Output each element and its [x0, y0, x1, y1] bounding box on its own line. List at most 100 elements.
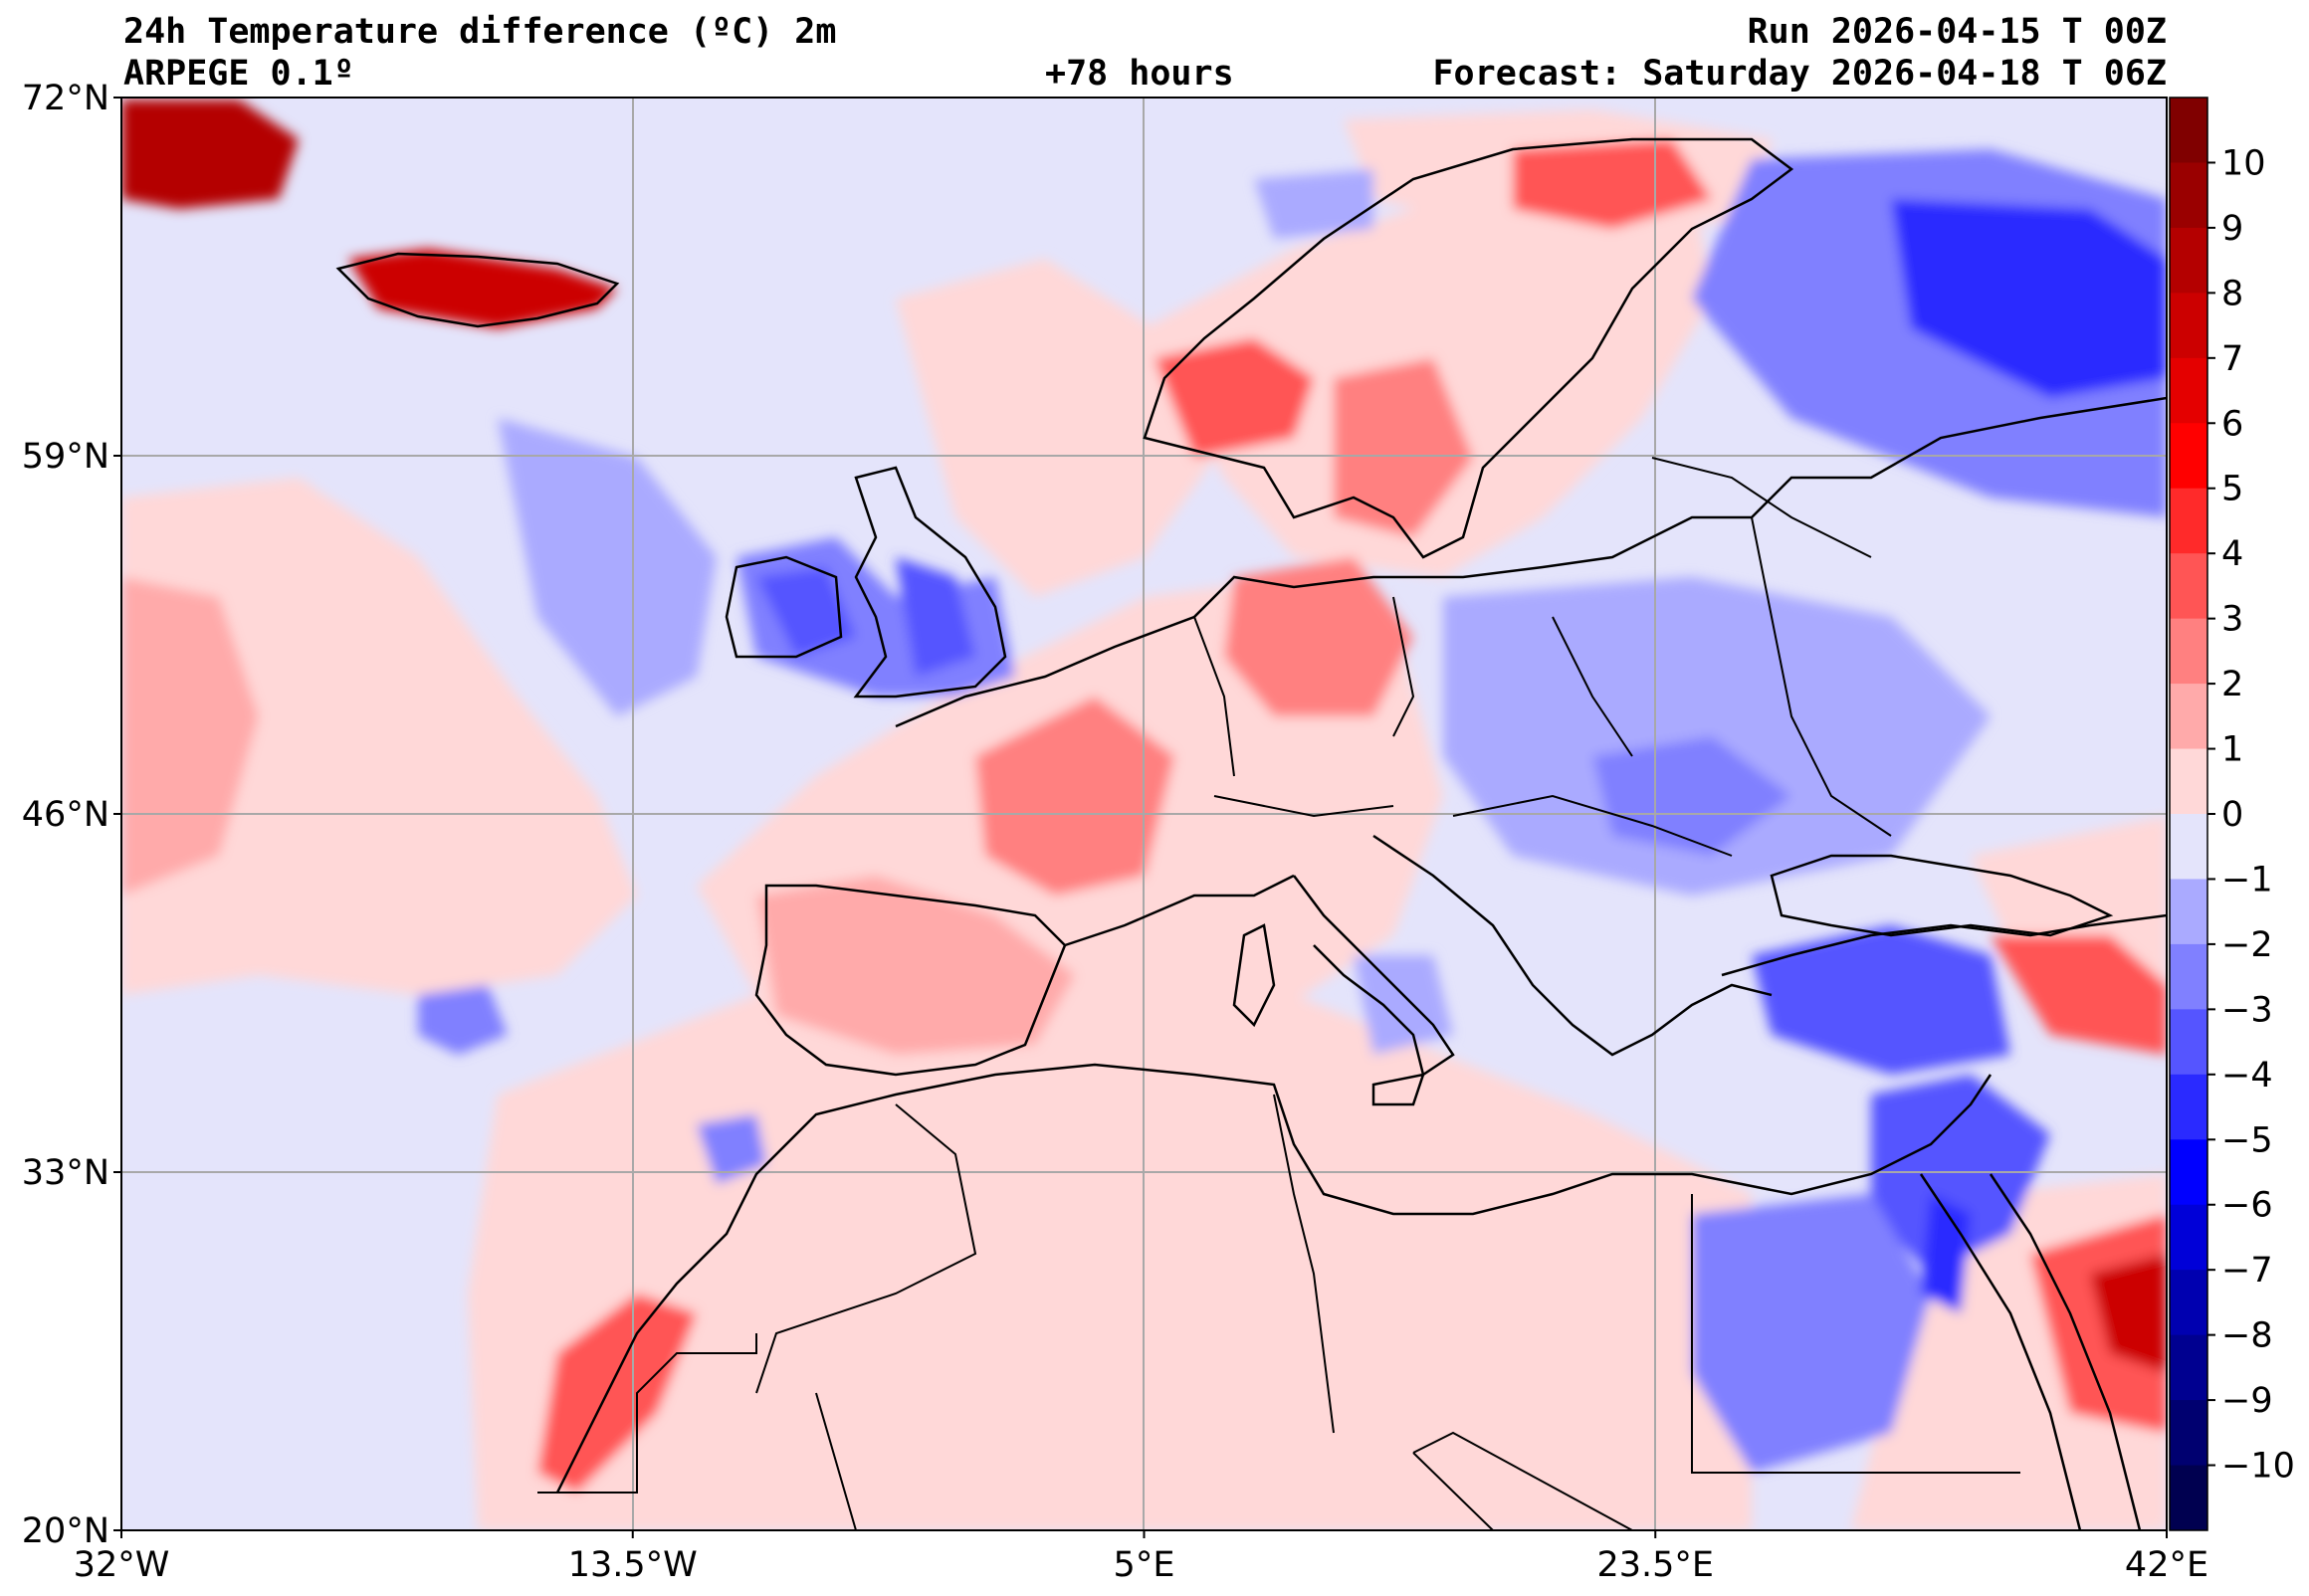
- colorbar-swatch: [2170, 1204, 2207, 1271]
- coast-italy: [1293, 875, 1455, 1078]
- colorbar-swatch: [2170, 618, 2207, 685]
- colorbar-tick-label: 4: [2221, 534, 2243, 574]
- map-area: [121, 98, 2167, 1530]
- colorbar-swatch: [2170, 1009, 2207, 1076]
- coast-scandinavia: [1143, 137, 1794, 559]
- warm-core-lapland: [1513, 139, 1712, 229]
- colorbar-tick-label: 5: [2221, 470, 2243, 509]
- model-label: ARPEGE 0.1º: [123, 54, 354, 94]
- coast-france-med: [1064, 874, 1295, 947]
- warm-core-france: [975, 697, 1174, 896]
- coast-black-sea: [1770, 854, 2114, 937]
- coast-great-britain: [853, 466, 1007, 698]
- warm-area-atlantic-west: [121, 478, 637, 995]
- warm-core-greenland: [121, 100, 299, 209]
- warm-core-germany: [1224, 557, 1413, 716]
- cold-core-eastern-europe: [1592, 736, 1791, 856]
- lon-tick-label: 5°E: [1114, 1545, 1175, 1585]
- cold-area-egypt: [1692, 1194, 1931, 1473]
- map-title: 24h Temperature difference (ºC) 2m: [123, 12, 837, 52]
- latitude-ticks: 72°N 59°N 46°N 33°N 20°N: [22, 79, 121, 1551]
- cold-area-atlantic: [498, 418, 717, 716]
- colorbar-tick-label: 2: [2221, 665, 2243, 704]
- colorbar-tick-label: −6: [2221, 1186, 2273, 1226]
- border-mali-niger: [815, 1392, 1633, 1530]
- colorbar-swatch: [2170, 748, 2207, 815]
- coast-red-sea: [1919, 1173, 2082, 1530]
- colorbar-tick-label: −10: [2221, 1447, 2295, 1487]
- lon-tick-label: 13.5°W: [568, 1545, 698, 1585]
- warm-core-iceland: [348, 249, 617, 328]
- colorbar-swatch: [2170, 98, 2207, 163]
- border-poland-east: [1552, 616, 1633, 757]
- border-libya-egypt: [1691, 1194, 2020, 1474]
- coast-europe-mainland: [895, 396, 2167, 728]
- coast-north-africa: [555, 1063, 1993, 1494]
- cold-area-levant: [1871, 1075, 2050, 1274]
- gridlines: [121, 98, 2167, 1530]
- coast-balkans: [1372, 834, 1773, 1057]
- colorbar-swatch: [2170, 162, 2207, 229]
- coast-arabia: [1989, 1173, 2142, 1530]
- colorbar-tick-label: 6: [2221, 404, 2243, 444]
- cold-spot-ocean-1: [418, 985, 508, 1055]
- border-algeria-morocco: [755, 1103, 977, 1394]
- border-algeria-libya: [1273, 1094, 1335, 1434]
- colorbar-swatch: [2170, 227, 2207, 294]
- colorbar-swatch: [2170, 684, 2207, 750]
- warm-area-north-sea: [896, 259, 1214, 597]
- cold-core-british-isles: [756, 557, 975, 677]
- lat-tick-label: 20°N: [22, 1511, 109, 1551]
- warm-core-morocco: [537, 1294, 697, 1493]
- forecast-label: Forecast: Saturday 2026-04-18 T 06Z: [1432, 54, 2167, 94]
- colorbar-tick-label: 7: [2221, 339, 2243, 379]
- coast-turkey: [1721, 913, 2167, 977]
- lon-tick-label: 32°W: [74, 1545, 170, 1585]
- colorbar-swatch: [2170, 423, 2207, 490]
- colorbar-tick-label: 1: [2221, 730, 2243, 770]
- cold-area-eastern-europe: [1443, 577, 1991, 896]
- colorbar-tick-label: −5: [2221, 1120, 2273, 1160]
- colorbar-tick-label: 8: [2221, 274, 2243, 313]
- warm-core-atlantic: [121, 577, 259, 896]
- lead-time-label: +78 hours: [1045, 54, 1234, 94]
- colorbar-tick-label: −4: [2221, 1056, 2273, 1096]
- colorbar-tick-label: 3: [2221, 600, 2243, 640]
- colorbar-tick-label: −8: [2221, 1316, 2273, 1356]
- border-western-sahara: [537, 1333, 757, 1494]
- colorbar-tick-label: −3: [2221, 990, 2273, 1030]
- lat-tick-label: 59°N: [22, 437, 109, 477]
- colorbar-swatch: [2170, 293, 2207, 359]
- border-france-germany: [1193, 616, 1235, 777]
- coastlines: [335, 137, 2167, 1530]
- cold-area-norwegian-sea: [1254, 169, 1373, 239]
- colorbar-swatch: [2170, 879, 2207, 945]
- cold-area-turkey: [1752, 925, 2010, 1075]
- coast-iberia: [754, 884, 1067, 1077]
- colorbar-swatch: [2170, 488, 2207, 554]
- colorbar-swatch: [2170, 1465, 2207, 1531]
- warm-core-norway: [1154, 338, 1314, 458]
- warm-core-turkey-east: [1991, 935, 2167, 1055]
- coast-sicily: [1371, 1073, 1425, 1106]
- borders: [537, 457, 2020, 1530]
- cold-area-italy: [1354, 955, 1453, 1055]
- border-balkans: [1452, 794, 1733, 857]
- border-germany-poland: [1392, 596, 1415, 737]
- warm-core-iberia: [756, 876, 1075, 1055]
- colorbar-swatch: [2170, 1270, 2207, 1336]
- colorbar-tick-label: 0: [2221, 795, 2243, 835]
- longitude-ticks: 32°W 13.5°W 5°E 23.5°E 42°E: [74, 1530, 2208, 1585]
- lat-tick-label: 33°N: [22, 1153, 109, 1193]
- coast-ireland: [725, 555, 843, 659]
- lat-tick-label: 46°N: [22, 795, 109, 835]
- warm-core-arabia-deep: [2090, 1254, 2167, 1373]
- colorbar-tick-label: −9: [2221, 1381, 2273, 1421]
- colorbar-swatches: [2170, 98, 2207, 1531]
- colorbar-swatch: [2170, 1074, 2207, 1140]
- run-label: Run 2026-04-15 T 00Z: [1747, 12, 2167, 52]
- warm-area-north-africa: [468, 955, 1752, 1530]
